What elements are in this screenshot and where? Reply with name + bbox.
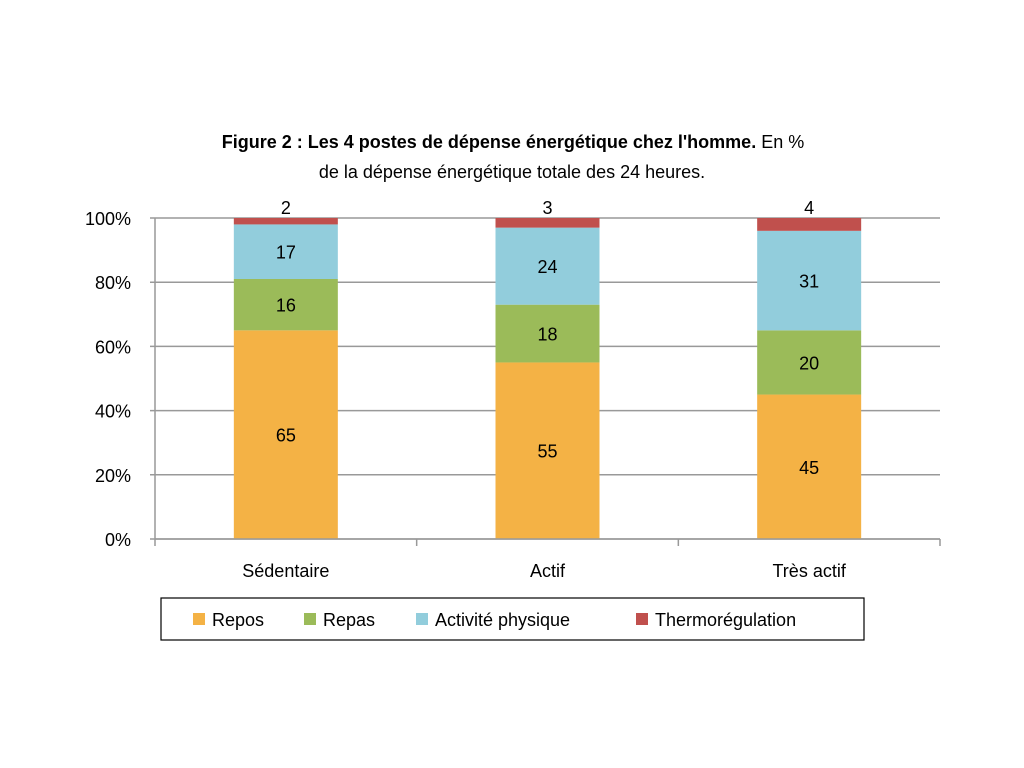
bar-segment [757, 218, 862, 231]
legend-label: Activité physique [435, 610, 570, 630]
data-label: 2 [281, 198, 291, 218]
chart-subtitle: de la dépense énergétique totale des 24 … [319, 162, 705, 182]
chart-title-rest: En % [756, 132, 804, 152]
data-label: 45 [799, 458, 819, 478]
x-tick-label: Sédentaire [242, 561, 329, 581]
legend-box [160, 597, 865, 641]
data-label: 16 [276, 296, 296, 316]
data-label: 55 [537, 442, 557, 462]
y-tick-label: 100% [85, 209, 131, 229]
chart-title: Figure 2 : Les 4 postes de dépense énerg… [222, 132, 804, 152]
bar-segment [495, 218, 600, 228]
y-tick-label: 0% [105, 530, 131, 550]
data-label: 4 [804, 198, 814, 218]
legend-label: Thermorégulation [655, 610, 796, 630]
data-label: 20 [799, 353, 819, 373]
bar-segment [233, 224, 338, 279]
bar-segment [495, 362, 600, 539]
y-tick-label: 60% [95, 337, 131, 357]
data-label: 24 [537, 257, 557, 277]
legend-label: Repos [212, 610, 264, 630]
legend-label: Repas [323, 610, 375, 630]
legend-swatch [193, 613, 205, 625]
bar-segment [233, 218, 338, 225]
chart-title-bold: Figure 2 : Les 4 postes de dépense énerg… [222, 132, 756, 152]
x-tick-label: Très actif [772, 561, 846, 581]
bar-segment [757, 394, 862, 539]
y-tick-label: 80% [95, 273, 131, 293]
bar-segment [233, 278, 338, 331]
data-label: 17 [276, 243, 296, 263]
bar-segment [757, 230, 862, 331]
y-tick-label: 20% [95, 466, 131, 486]
legend-swatch [416, 613, 428, 625]
legend-swatch [636, 613, 648, 625]
y-tick-label: 40% [95, 402, 131, 422]
x-tick-label: Actif [530, 561, 566, 581]
bar-segment [495, 227, 600, 305]
data-label: 65 [276, 426, 296, 446]
bar-segment [233, 330, 338, 539]
data-label: 18 [537, 325, 557, 345]
legend-swatch [304, 613, 316, 625]
bar-segment [495, 304, 600, 363]
data-label: 31 [799, 272, 819, 292]
data-label: 3 [542, 198, 552, 218]
bar-segment [757, 330, 862, 395]
